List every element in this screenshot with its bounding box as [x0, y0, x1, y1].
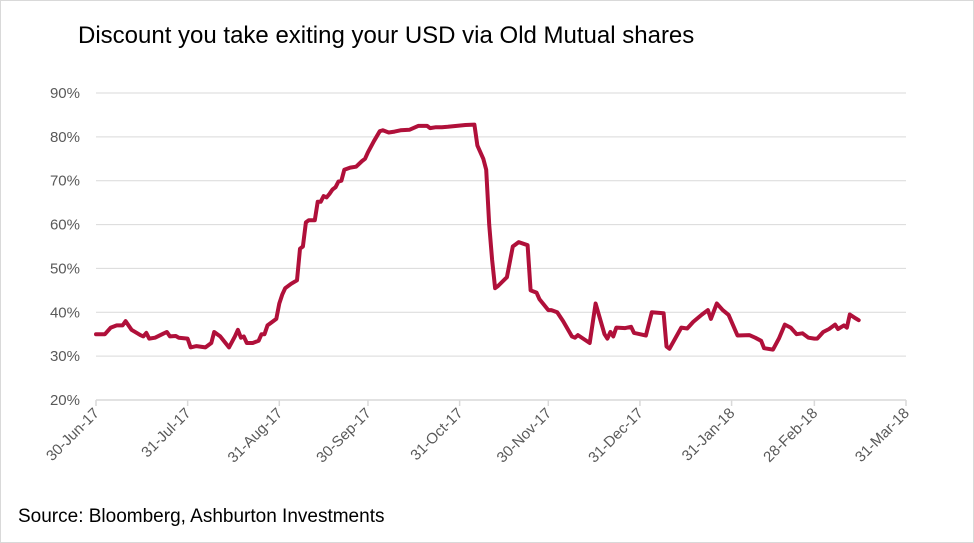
y-tick-label: 20% [50, 392, 80, 409]
x-tick-label: 31-Oct-17 [407, 405, 466, 464]
x-tick-label: 31-Mar-18 [852, 405, 913, 466]
x-tick-label: 31-Jul-17 [138, 405, 194, 461]
x-tick-label: 30-Sep-17 [313, 405, 375, 467]
chart-title: Discount you take exiting your USD via O… [78, 22, 695, 49]
gridlines [96, 92, 906, 357]
x-axis [95, 399, 907, 406]
series-group [94, 122, 861, 352]
series-line [94, 122, 861, 352]
y-tick-label: 40% [50, 304, 80, 321]
y-tick-label: 30% [50, 348, 80, 365]
x-tick-label: 30-Nov-17 [494, 405, 556, 467]
x-tick-label: 31-Jan-18 [679, 405, 739, 465]
y-axis-tick-labels: 20% 30% 40% 50% 60% 70% 80% 90% [50, 85, 80, 409]
x-tick-label: 31-Dec-17 [585, 405, 647, 467]
source-note: Source: Bloomberg, Ashburton Investments [18, 506, 385, 527]
y-tick-label: 60% [50, 217, 80, 234]
y-tick-label: 90% [50, 85, 80, 102]
x-tick-label: 30-Jun-17 [43, 405, 103, 465]
x-tick-label: 28-Feb-18 [760, 405, 821, 466]
y-tick-label: 50% [50, 260, 80, 277]
y-tick-label: 70% [50, 173, 80, 190]
x-axis-tick-labels: 30-Jun-17 31-Jul-17 31-Aug-17 30-Sep-17 31-O… [43, 405, 913, 467]
y-tick-label: 80% [50, 129, 80, 146]
x-tick-label: 31-Aug-17 [225, 405, 287, 467]
